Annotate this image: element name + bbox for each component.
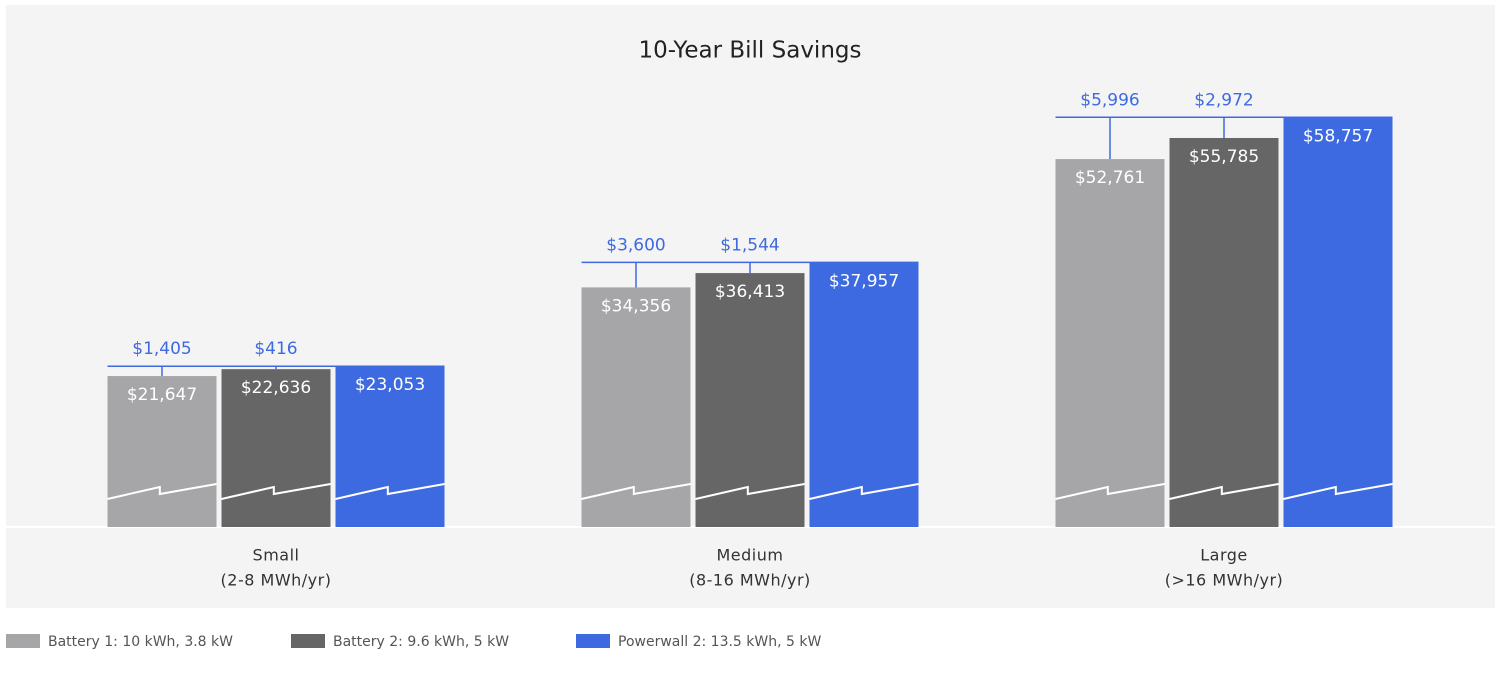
axis-break xyxy=(1055,483,1165,500)
value-label: $21,647 xyxy=(127,385,197,405)
bar xyxy=(335,366,445,527)
legend-swatch xyxy=(6,634,40,648)
axis-break xyxy=(221,483,331,500)
axis-break xyxy=(1169,483,1279,500)
value-label: $55,785 xyxy=(1189,147,1259,167)
value-label: $37,957 xyxy=(829,271,899,291)
bar xyxy=(695,273,805,527)
value-label: $22,636 xyxy=(241,378,311,398)
difference-label: $1,544 xyxy=(720,235,779,255)
bar xyxy=(221,369,331,527)
bar xyxy=(1169,137,1279,527)
difference-label: $416 xyxy=(254,339,297,359)
axis-break xyxy=(107,483,217,500)
axis-break xyxy=(695,483,805,500)
legend-swatch xyxy=(576,634,610,648)
legend-swatch xyxy=(291,634,325,648)
x-tick-label: Medium xyxy=(717,546,784,565)
value-label: $34,356 xyxy=(601,296,671,316)
chart-title: 10-Year Bill Savings xyxy=(639,38,862,64)
bar xyxy=(1283,117,1393,527)
bar xyxy=(1055,159,1165,527)
x-tick-label: (8-16 MWh/yr) xyxy=(689,571,811,590)
axis-break xyxy=(335,483,445,500)
difference-label: $5,996 xyxy=(1080,90,1139,110)
axis-break xyxy=(809,483,919,500)
difference-label: $3,600 xyxy=(606,235,665,255)
value-label: $52,761 xyxy=(1075,168,1145,188)
difference-label: $2,972 xyxy=(1194,90,1253,110)
bar xyxy=(107,376,217,527)
legend-label: Battery 1: 10 kWh, 3.8 kW xyxy=(48,634,233,650)
x-tick-label: (2-8 MWh/yr) xyxy=(221,571,332,590)
legend-label: Battery 2: 9.6 kWh, 5 kW xyxy=(333,634,509,650)
x-tick-label: Small xyxy=(253,546,300,565)
bar xyxy=(581,287,691,527)
value-label: $36,413 xyxy=(715,282,785,302)
axis-break xyxy=(581,483,691,500)
value-label: $23,053 xyxy=(355,375,425,395)
x-tick-label: (>16 MWh/yr) xyxy=(1165,571,1284,590)
value-label: $58,757 xyxy=(1303,126,1373,146)
axis-break xyxy=(1283,483,1393,500)
bar xyxy=(809,262,919,527)
difference-label: $1,405 xyxy=(132,339,191,359)
legend-label: Powerwall 2: 13.5 kWh, 5 kW xyxy=(618,634,821,650)
x-tick-label: Large xyxy=(1200,546,1248,565)
